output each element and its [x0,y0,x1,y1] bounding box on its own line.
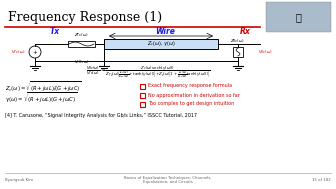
Text: 👤: 👤 [296,12,301,22]
Bar [140,102,145,107]
Text: $Z_{Rx}(\omega)$: $Z_{Rx}(\omega)$ [230,37,246,45]
Text: Frequency Response (1): Frequency Response (1) [8,11,162,24]
Text: $V_{Tx}(\omega)$: $V_{Tx}(\omega)$ [11,48,25,56]
Text: Byungsub Kim: Byungsub Kim [5,178,33,182]
Bar [104,39,218,49]
Text: $Z_c(\omega),\,\gamma(\omega)$: $Z_c(\omega),\,\gamma(\omega)$ [146,40,175,49]
Bar [140,84,145,89]
Text: $\gamma(\omega) = \sqrt{(R+j\omega L)(G+j\omega C)}$: $\gamma(\omega) = \sqrt{(R+j\omega L)(G+… [5,91,77,105]
Bar [140,93,145,98]
Text: 15 of 182: 15 of 182 [312,178,331,182]
Text: Wire: Wire [155,27,175,36]
Text: Basics of Equalization Techniques: Channels,
Equalization, and Circuits: Basics of Equalization Techniques: Chann… [124,176,212,184]
Bar [68,41,95,47]
Text: $Z_c(\omega) = \sqrt{(R+j\omega L)/(G+j\omega C)}$: $Z_c(\omega) = \sqrt{(R+j\omega L)/(G+j\… [5,80,82,94]
Bar [266,2,331,32]
Text: No approximation in derivation so far: No approximation in derivation so far [148,92,240,98]
Text: Exact frequency response formula: Exact frequency response formula [148,84,232,88]
Text: [4] T. Carusone, “Signal Integrity Analysis for Gb/s Links,” ISSCC Tutorial, 201: [4] T. Carusone, “Signal Integrity Analy… [5,114,197,119]
Text: Tx: Tx [50,27,60,36]
Text: $V(0,\omega)$: $V(0,\omega)$ [74,58,90,65]
Text: +: + [33,50,37,54]
Text: $V_{Rx}(\omega)$: $V_{Rx}(\omega)$ [258,48,273,56]
Bar [233,47,243,57]
Text: $Z_{Tx}(\omega)$: $Z_{Tx}(\omega)$ [74,31,89,39]
Text: $l$: $l$ [159,26,163,34]
Text: $\frac{V_{Rx}(\omega)}{V_{Tx}(\omega)} = \frac{Z_c(\omega)\,\mathrm{sech}(\gamma: $\frac{V_{Rx}(\omega)}{V_{Tx}(\omega)} =… [86,64,210,80]
Text: Rx: Rx [240,27,250,36]
Text: Too complex to get design intuition: Too complex to get design intuition [148,101,234,106]
